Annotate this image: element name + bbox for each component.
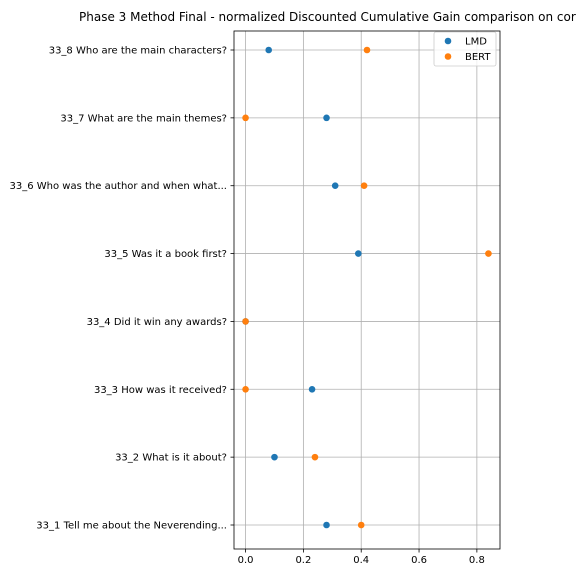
y-tick-label: 33_8 Who are the main characters? xyxy=(49,46,227,57)
point-bert xyxy=(363,46,371,54)
y-tick-label: 33_3 How was it received? xyxy=(94,385,227,396)
axes: 0.0 0.2 0.4 0.6 0.8 33_1 Tell me about the Ne… xyxy=(10,30,501,566)
point-lmd xyxy=(308,385,316,393)
point-lmd xyxy=(271,453,278,461)
y-tick-label: 33_5 Was it a book first? xyxy=(104,249,227,260)
x-tick-label: 0.8 xyxy=(469,555,485,566)
x-tick-label: 0.2 xyxy=(295,555,311,566)
point-bert xyxy=(242,114,249,122)
legend-marker xyxy=(444,53,452,60)
y-tick-label: 33_6 Who was the author and when what... xyxy=(10,181,228,192)
legend-label: LMD xyxy=(465,37,487,48)
grid xyxy=(234,31,500,549)
x-tick-label: 0.0 xyxy=(238,555,254,566)
legend: LMD BERT xyxy=(433,31,497,67)
point-lmd xyxy=(323,114,330,122)
x-tick-label: 0.4 xyxy=(353,555,369,566)
y-tick-label: 33_4 Did it win any awards? xyxy=(87,317,227,328)
point-bert xyxy=(311,453,319,461)
point-bert xyxy=(242,318,249,325)
point-bert xyxy=(485,250,492,257)
legend-marker xyxy=(444,37,452,45)
data-points xyxy=(242,46,492,529)
point-bert xyxy=(360,182,368,190)
point-bert xyxy=(357,521,365,529)
x-tick-label: 0.6 xyxy=(411,555,427,566)
point-bert xyxy=(242,385,249,393)
point-lmd xyxy=(331,182,339,190)
legend-label: BERT xyxy=(465,52,491,63)
point-lmd xyxy=(265,46,272,54)
chart-title: Phase 3 Method Final - normalized Discou… xyxy=(79,10,576,24)
y-tick-label: 33_2 What is it about? xyxy=(115,453,227,464)
plot-frame xyxy=(233,30,501,550)
point-lmd xyxy=(323,521,330,529)
point-lmd xyxy=(355,250,362,257)
y-tick-label: 33_7 What are the main themes? xyxy=(60,113,227,124)
y-tick-label: 33_1 Tell me about the Neverending... xyxy=(36,521,227,532)
